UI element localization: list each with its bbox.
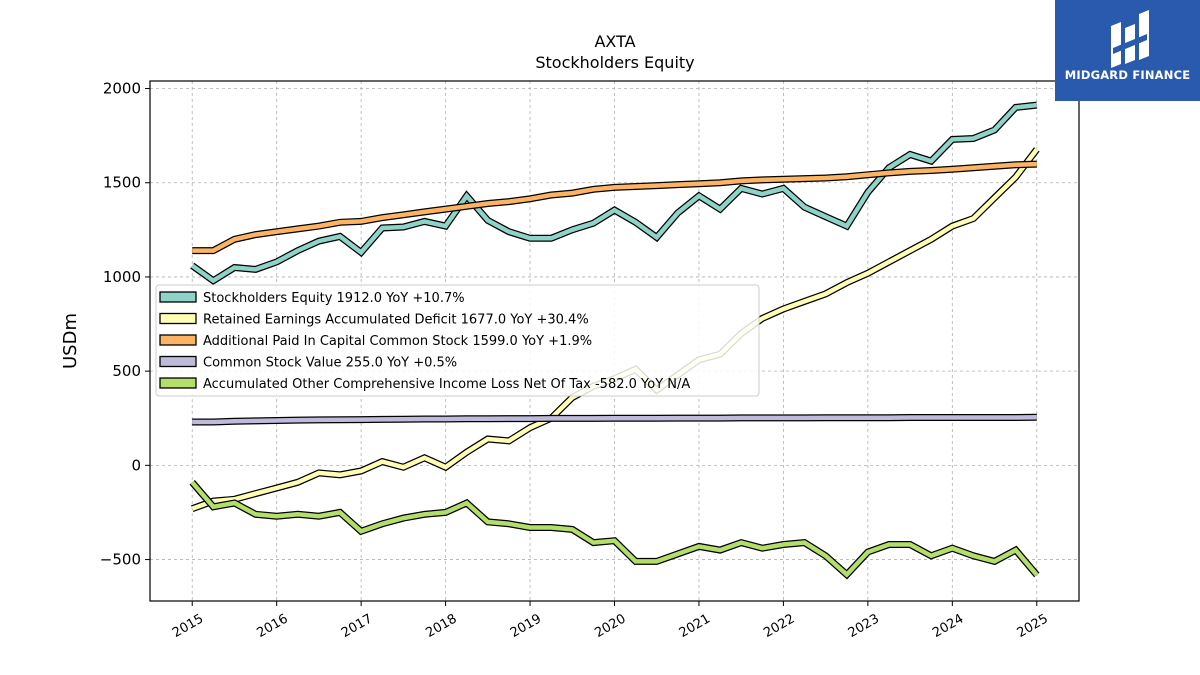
logo-text: MIDGARD FINANCE — [1064, 68, 1191, 82]
legend-box — [155, 284, 760, 397]
legend-swatch — [159, 312, 197, 325]
x-tick-label: 2019 — [508, 611, 544, 641]
legend-entry: Common Stock Value 255.0 YoY +0.5% — [203, 356, 457, 371]
x-tick-label: 2020 — [592, 611, 628, 641]
x-tick-label: 2024 — [930, 611, 966, 641]
legend-entry: Retained Earnings Accumulated Deficit 16… — [203, 313, 589, 328]
legend-entry: Stockholders Equity 1912.0 YoY +10.7% — [203, 291, 465, 306]
brand-logo: MIDGARD FINANCE — [1055, 0, 1200, 101]
series-line-stroke — [190, 102, 1038, 284]
logo-mark-icon — [1111, 10, 1149, 68]
x-tick-label: 2018 — [423, 611, 459, 641]
legend-swatch — [159, 291, 197, 303]
legend-swatch — [159, 334, 197, 346]
y-tick-label: 500 — [112, 362, 141, 380]
y-tick-label: 1000 — [103, 268, 141, 286]
legend-swatch — [159, 355, 197, 368]
series-line — [190, 101, 1038, 285]
legend: Stockholders Equity 1912.0 YoY +10.7% Ret… — [155, 284, 760, 397]
x-tick-label: 2025 — [1015, 611, 1051, 641]
legend-entry: Accumulated Other Comprehensive Income L… — [203, 377, 690, 392]
x-tick-label: 2023 — [846, 611, 882, 641]
y-tick-label: 0 — [131, 456, 141, 474]
x-tick-label: 2017 — [339, 611, 375, 641]
x-tick-label: 2016 — [255, 611, 291, 641]
x-axis-ticks: 2015 2016 2017 2018 2019 2020 2021 2022 2023 2024… — [170, 601, 1051, 641]
y-tick-label: 2000 — [103, 80, 141, 98]
legend-swatch — [159, 377, 197, 389]
y-axis-ticks: −500 0 500 1000 1500 2000 — [100, 80, 150, 569]
series-line-stroke — [192, 415, 1037, 425]
series-line-stroke — [192, 161, 1037, 253]
y-axis-label: USDm — [60, 313, 81, 369]
x-tick-label: 2021 — [677, 611, 713, 641]
y-tick-label: 1500 — [103, 174, 141, 192]
series-line — [189, 480, 1040, 580]
chart-title: AXTA — [594, 32, 635, 51]
series-line-stroke — [190, 480, 1039, 578]
series-line — [192, 160, 1037, 255]
x-tick-label: 2015 — [170, 611, 206, 641]
chart-subtitle: Stockholders Equity — [535, 53, 694, 72]
x-tick-label: 2022 — [761, 611, 797, 641]
grid — [150, 81, 1079, 601]
legend-entry: Additional Paid In Capital Common Stock … — [203, 334, 592, 349]
series-line — [192, 413, 1037, 426]
y-tick-label: −500 — [100, 551, 141, 569]
